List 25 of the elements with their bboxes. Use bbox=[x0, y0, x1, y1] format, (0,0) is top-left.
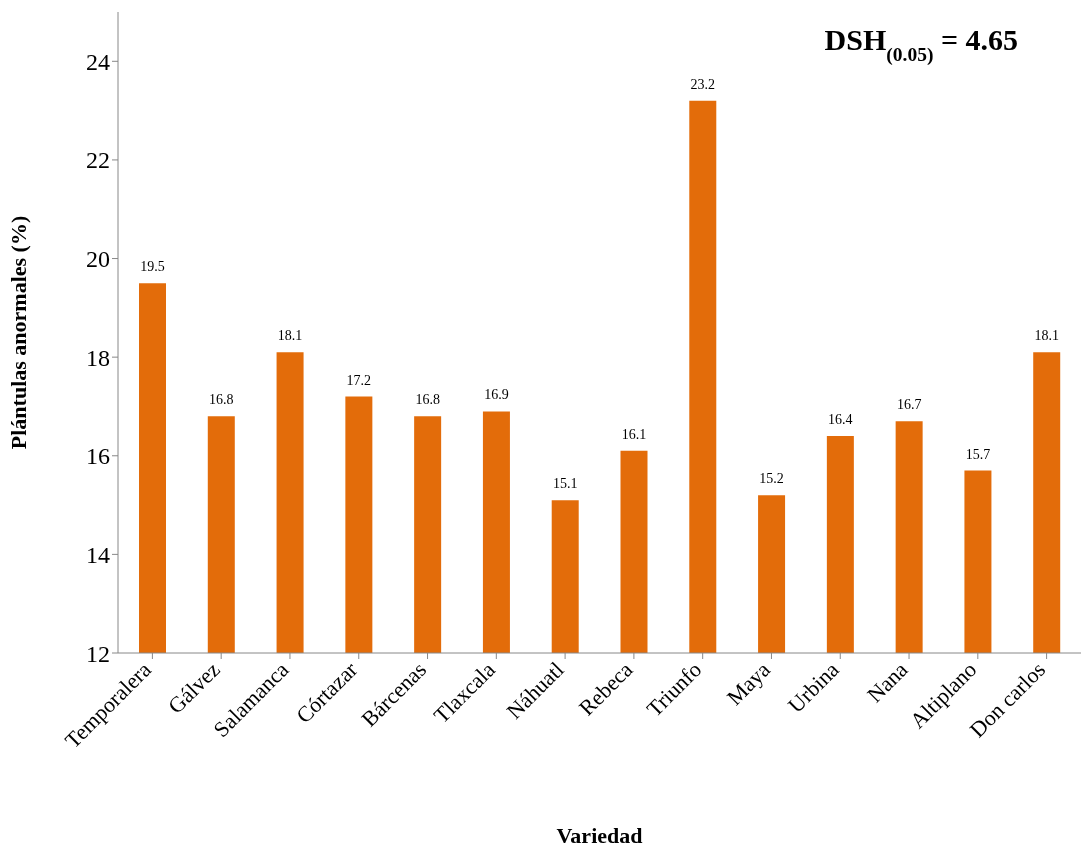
data-label: 16.9 bbox=[484, 387, 509, 403]
data-label: 17.2 bbox=[346, 372, 372, 388]
data-label: 18.1 bbox=[277, 328, 303, 344]
y-axis-title: Plántulas anormales (%) bbox=[5, 215, 31, 450]
data-label: 16.7 bbox=[896, 397, 922, 413]
x-tick-label: Nana bbox=[862, 656, 913, 708]
annotation: DSH$_{(0.05)}$ = 4.65 bbox=[824, 23, 1018, 66]
data-label: 16.1 bbox=[621, 426, 647, 442]
y-tick-label: 20 bbox=[86, 246, 110, 273]
data-label: 15.2 bbox=[759, 471, 784, 487]
data-label: 16.4 bbox=[828, 412, 853, 428]
x-axis-title: Variedad bbox=[556, 823, 643, 848]
data-label: 15.1 bbox=[552, 476, 578, 492]
data-label: 23.2 bbox=[690, 76, 716, 92]
y-tick-label: 16 bbox=[86, 443, 110, 470]
y-tick-label: 14 bbox=[86, 541, 110, 568]
data-label: 15.7 bbox=[965, 446, 991, 462]
y-tick-label: 24 bbox=[86, 48, 110, 75]
data-label: 19.5 bbox=[140, 259, 165, 275]
data-label: 16.8 bbox=[209, 392, 234, 408]
data-label: 18.1 bbox=[1034, 328, 1059, 344]
data-label: 16.8 bbox=[415, 392, 440, 408]
y-tick-label: 18 bbox=[86, 344, 110, 371]
y-tick-label: 12 bbox=[86, 640, 110, 667]
y-tick-label: 22 bbox=[86, 147, 110, 174]
